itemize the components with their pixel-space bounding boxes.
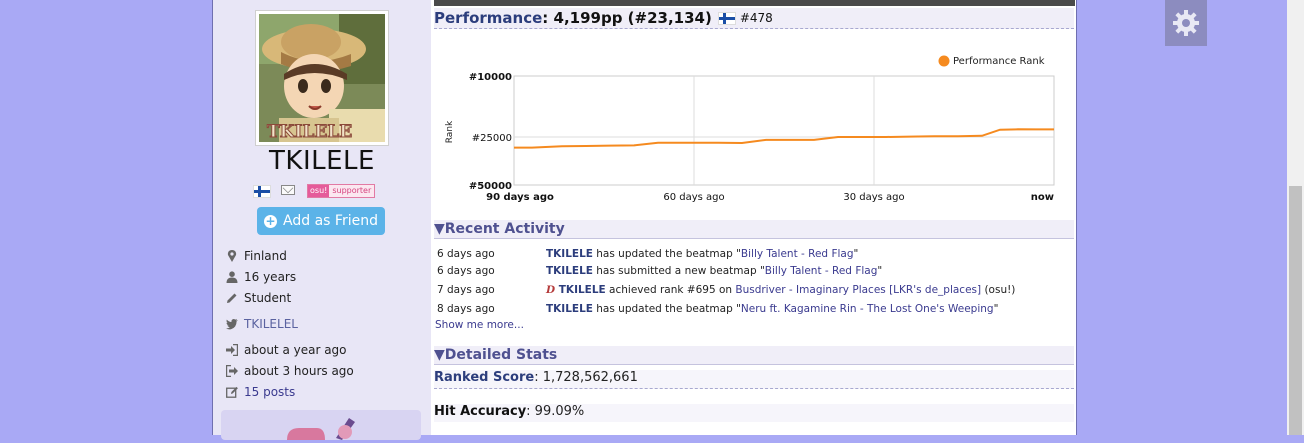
location-row: Finland: [226, 248, 287, 264]
scrollbar-thumb[interactable]: [1289, 186, 1302, 435]
activity-description: TKILELE has submitted a new beatmap "Bil…: [546, 265, 883, 277]
age-text: 16 years: [244, 270, 297, 284]
occupation-text: Student: [244, 291, 292, 305]
performance-rank-chart: Rank #10000 #25000 #50000 90 days ago 60 da…: [445, 55, 1055, 203]
occupation-row: Student: [226, 290, 291, 306]
avatar: TKILELE: [255, 10, 389, 146]
twitter-link[interactable]: TKILELEL: [244, 317, 298, 331]
show-more-label[interactable]: Show me more...: [435, 319, 524, 331]
legend-label: Performance Rank: [953, 56, 1045, 67]
chart-y-tick-label: #50000: [469, 181, 512, 192]
chart-x-tick-label: 30 days ago: [843, 192, 904, 203]
chart-x-tick-label: 90 days ago: [486, 192, 554, 203]
activity-beatmap-link[interactable]: Billy Talent - Red Flag: [764, 265, 878, 277]
finland-flag-icon: [717, 11, 736, 25]
supporter-osu-text: osu!: [308, 185, 330, 197]
activity-user-link[interactable]: TKILELE: [546, 303, 593, 315]
twitter-icon: [226, 318, 238, 330]
performance-value: : 4,199pp (#23,134): [542, 9, 712, 27]
user-icon: [226, 271, 238, 283]
posts-row[interactable]: 15 posts: [226, 384, 295, 400]
activity-date: 7 days ago: [437, 284, 495, 296]
activity-date: 6 days ago: [437, 265, 495, 277]
detailed-stats-heading[interactable]: ▼Detailed Stats: [434, 346, 1074, 365]
activity-description: TKILELE has updated the beatmap "Neru ft…: [546, 303, 999, 315]
performance-label: Performance: [434, 9, 543, 27]
username: TKILELE: [269, 146, 375, 176]
hit-accuracy-row: Hit Accuracy: 99.09%: [434, 404, 1074, 422]
chart-x-tick-label: now: [1031, 192, 1054, 203]
legend-marker: [938, 55, 950, 67]
chart-y-ticks: #10000 #25000 #50000: [469, 72, 512, 192]
last-active-row: about 3 hours ago: [226, 363, 354, 379]
settings-button[interactable]: [1165, 0, 1207, 46]
chart-y-tick-label: #10000: [469, 72, 512, 83]
chart-x-tick-label: 60 days ago: [663, 192, 724, 203]
chart-y-tick-label: #25000: [472, 133, 512, 144]
country-rank: #478: [717, 11, 773, 25]
ranked-score-label: Ranked Score: [434, 370, 535, 385]
activity-description: D TKILELE achieved rank #695 on Busdrive…: [546, 284, 1016, 296]
activity-user-link[interactable]: TKILELE: [546, 248, 593, 260]
activity-description: TKILELE has updated the beatmap "Billy T…: [546, 248, 859, 260]
edit-icon: [226, 386, 238, 398]
joined-text: about a year ago: [244, 343, 347, 357]
age-row: 16 years: [226, 269, 296, 285]
general-tab-band: [434, 0, 1075, 6]
supporter-badge: osu! supporter: [307, 184, 376, 198]
activity-beatmap-link[interactable]: Busdriver - Imaginary Places [LKR's de_p…: [735, 284, 982, 296]
hit-accuracy-value: : 99.09%: [526, 404, 585, 419]
posts-link[interactable]: 15 posts: [244, 385, 296, 399]
add-friend-button[interactable]: + Add as Friend: [257, 207, 385, 235]
ranked-score-row: Ranked Score: 1,728,562,661: [434, 370, 1074, 389]
avatar-image: TKILELE: [259, 14, 385, 142]
sign-out-icon: [226, 365, 238, 377]
achievements-box: [221, 410, 421, 440]
finland-flag-icon: [253, 185, 271, 198]
chart-legend: Performance Rank: [938, 55, 1045, 67]
activity-date: 6 days ago: [437, 248, 495, 260]
plus-icon: +: [264, 213, 278, 228]
pencil-icon: [227, 293, 237, 303]
profile-badges: osu! supporter: [253, 184, 393, 198]
recent-activity-heading[interactable]: ▼Recent Activity: [434, 220, 1074, 239]
hit-accuracy-label: Hit Accuracy: [434, 404, 527, 419]
avatar-caption-art: TKILELE: [267, 122, 352, 142]
chart-x-ticks: 90 days ago 60 days ago 30 days ago now: [486, 192, 1054, 203]
sign-in-icon: [226, 344, 238, 356]
activity-date: 8 days ago: [437, 303, 495, 315]
country-rank-value: #478: [739, 11, 773, 25]
add-friend-label: Add as Friend: [283, 213, 378, 229]
joined-row: about a year ago: [226, 342, 347, 358]
map-marker-icon: [227, 250, 237, 262]
supporter-label: supporter: [332, 186, 372, 195]
activity-beatmap-link[interactable]: Neru ft. Kagamine Rin - The Lost One's W…: [740, 303, 994, 315]
ranked-score-value: : 1,728,562,661: [534, 370, 638, 385]
chart-plot-area: [513, 75, 1055, 186]
last-active-text: about 3 hours ago: [244, 364, 354, 378]
activity-user-link[interactable]: TKILELE: [546, 265, 593, 277]
gear-icon: [1173, 10, 1199, 36]
activity-user-link[interactable]: TKILELE: [558, 284, 606, 296]
show-more-link[interactable]: Show me more...: [435, 319, 524, 333]
chart-grid: [513, 75, 1055, 186]
performance-rank-line: [514, 128, 1054, 149]
achievement-icon: [287, 418, 355, 440]
location-text: Finland: [244, 249, 287, 263]
performance-header: Performance : 4,199pp (#23,134) #478: [434, 8, 1074, 29]
rank-d-icon: D: [546, 284, 559, 296]
mail-icon[interactable]: [281, 185, 295, 195]
twitter-row[interactable]: TKILELEL: [226, 316, 298, 332]
activity-beatmap-link[interactable]: Billy Talent - Red Flag: [740, 248, 854, 260]
chart-y-axis-label: Rank: [445, 120, 455, 143]
